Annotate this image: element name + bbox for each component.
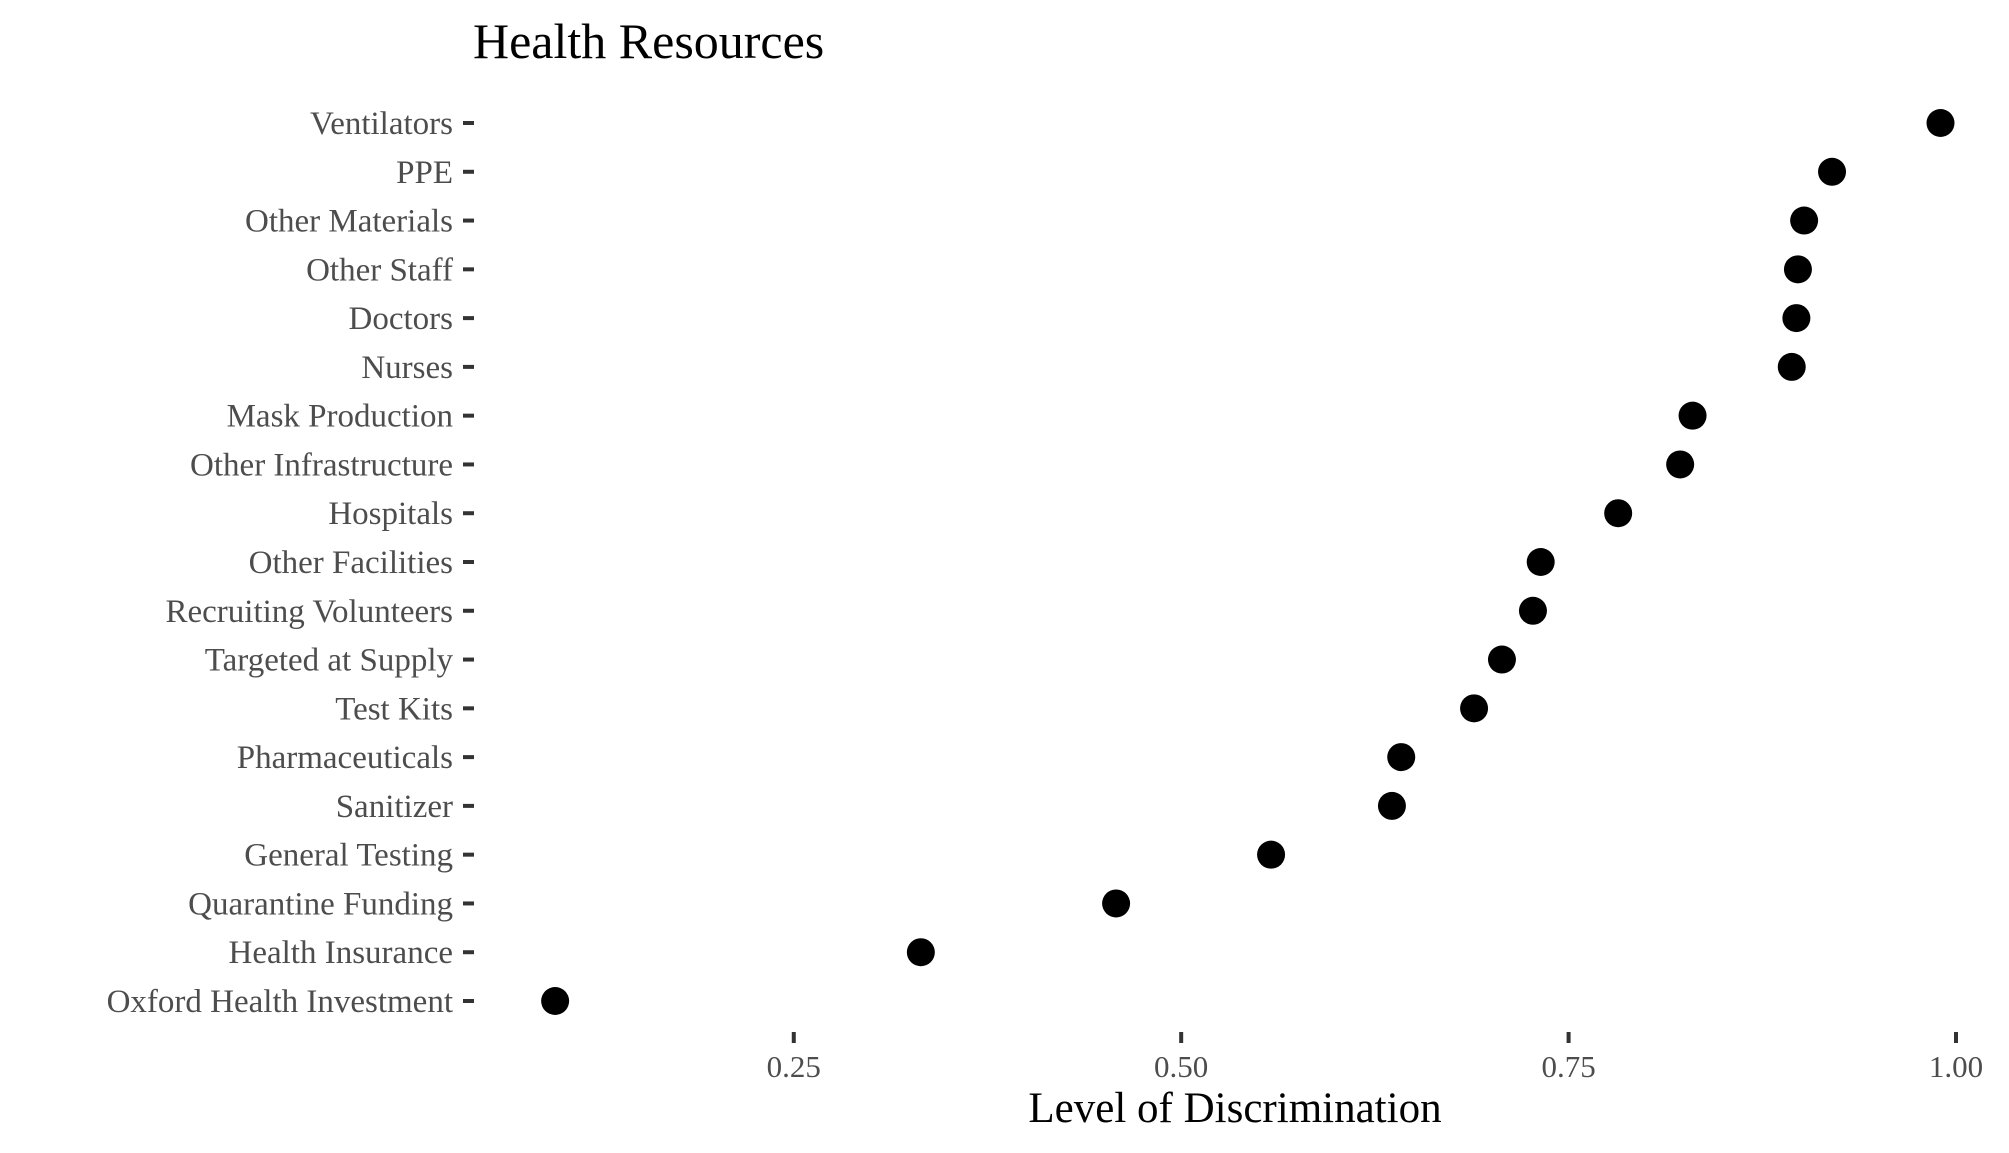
y-tick-label: Test Kits: [335, 691, 453, 727]
data-point: [1782, 304, 1811, 333]
y-tick-label: Recruiting Volunteers: [166, 594, 454, 630]
x-tick-label: 0.50: [1154, 1049, 1208, 1084]
y-tick-label: Quarantine Funding: [188, 886, 453, 922]
data-point: [1487, 645, 1516, 674]
data-points: [541, 109, 1955, 1015]
data-point: [1377, 791, 1406, 820]
data-point: [1666, 450, 1695, 479]
y-tick-label: Ventilators: [310, 106, 453, 142]
y-tick-label: General Testing: [244, 838, 453, 874]
x-axis: 0.25 0.50 0.75 1.00: [767, 1032, 1983, 1084]
y-tick-label: Doctors: [349, 301, 453, 337]
y-tick-label: Other Materials: [245, 204, 453, 240]
data-point: [1926, 109, 1955, 137]
y-tick-label: Nurses: [361, 350, 453, 386]
y-tick-label: PPE: [396, 155, 453, 191]
data-point: [1604, 499, 1633, 528]
data-point: [1460, 694, 1489, 723]
y-tick-label: Other Staff: [306, 252, 453, 288]
y-tick-label: Sanitizer: [336, 789, 453, 825]
y-tick-label: Pharmaceuticals: [237, 740, 453, 776]
y-tick-label: Other Facilities: [249, 545, 453, 581]
y-tick-label: Hospitals: [328, 496, 453, 532]
chart-title: Health Resources: [473, 13, 824, 69]
y-tick-label: Targeted at Supply: [205, 643, 454, 679]
data-point: [541, 987, 570, 1015]
x-tick-label: 1.00: [1929, 1049, 1983, 1084]
data-point: [1818, 157, 1847, 186]
data-point: [1257, 840, 1286, 869]
y-axis: Ventilators PPE Other Materials Other Staff…: [107, 106, 474, 1020]
data-point: [1526, 548, 1555, 576]
data-point: [906, 938, 935, 967]
data-point: [1518, 596, 1547, 625]
data-point: [1790, 206, 1819, 235]
y-tick-label: Health Insurance: [229, 935, 453, 971]
y-tick-label: Other Infrastructure: [190, 447, 453, 483]
x-tick-label: 0.75: [1541, 1049, 1595, 1084]
data-point: [1102, 889, 1131, 918]
y-tick-label: Mask Production: [227, 399, 453, 435]
data-point: [1678, 401, 1707, 430]
x-axis-label: Level of Discrimination: [1028, 1085, 1441, 1132]
data-point: [1777, 352, 1806, 381]
data-point: [1783, 255, 1812, 284]
data-point: [1387, 743, 1416, 772]
y-tick-label: Oxford Health Investment: [107, 984, 453, 1020]
x-tick-label: 0.25: [767, 1049, 821, 1084]
